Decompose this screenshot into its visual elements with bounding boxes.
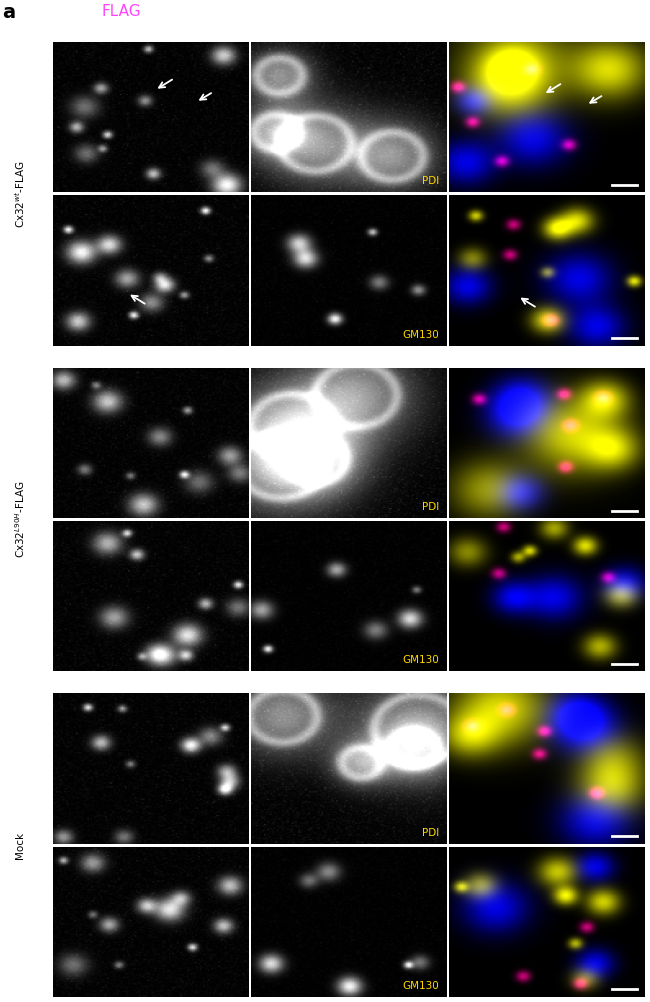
Text: GM130: GM130 xyxy=(402,655,439,665)
Text: Merge: Merge xyxy=(494,4,541,19)
Text: Mock: Mock xyxy=(15,832,25,859)
Text: PDI: PDI xyxy=(422,502,439,512)
Text: Cx32$^{L90H}$-FLAG: Cx32$^{L90H}$-FLAG xyxy=(14,481,27,558)
Text: PDI: PDI xyxy=(422,176,439,186)
Text: Cx32$^{wt}$-FLAG: Cx32$^{wt}$-FLAG xyxy=(14,160,27,227)
Text: FLAG: FLAG xyxy=(102,4,142,19)
Text: PDI: PDI xyxy=(422,828,439,838)
Text: GM130: GM130 xyxy=(402,981,439,991)
Text: GM130: GM130 xyxy=(402,330,439,340)
Text: a: a xyxy=(3,3,16,22)
